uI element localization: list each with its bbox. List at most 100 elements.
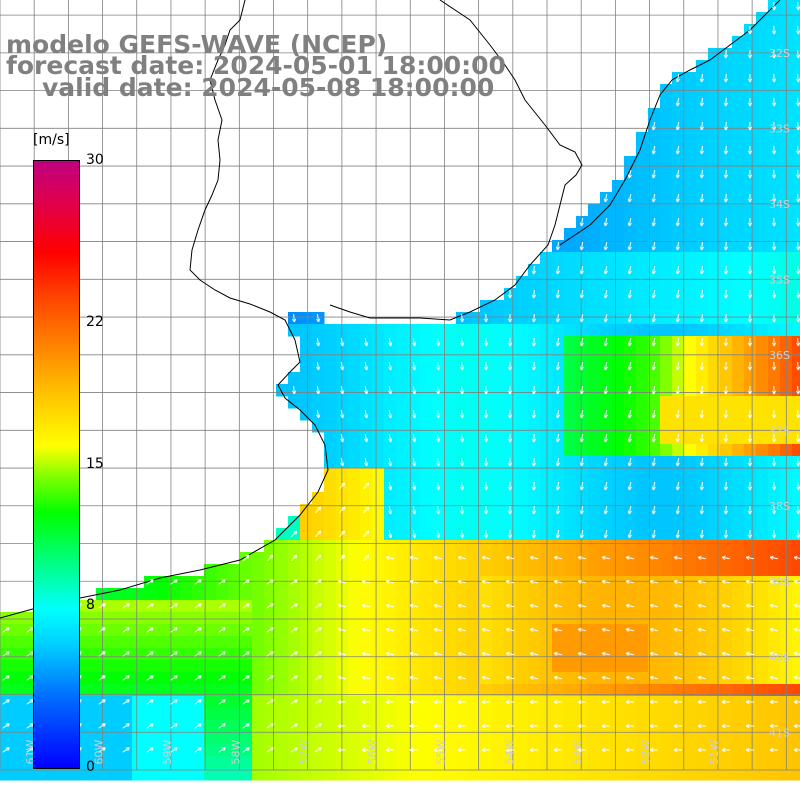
wind-cell bbox=[792, 96, 800, 109]
wind-arrow bbox=[2, 675, 10, 681]
wind-cell bbox=[744, 540, 757, 553]
wind-cell bbox=[792, 12, 800, 25]
wind-cell bbox=[420, 456, 433, 469]
wind-arrow-head bbox=[433, 627, 438, 630]
wind-arrow bbox=[556, 505, 560, 515]
wind-arrow-head bbox=[579, 366, 582, 371]
wind-arrow bbox=[556, 433, 560, 443]
wind-arrow bbox=[266, 699, 274, 705]
wind-cell bbox=[612, 336, 625, 349]
wind-arrow-head bbox=[457, 699, 462, 703]
wind-arrow-head bbox=[699, 246, 702, 251]
wind-cell bbox=[204, 768, 217, 781]
wind-cell bbox=[444, 480, 457, 493]
wind-cell bbox=[468, 684, 481, 697]
wind-cell bbox=[324, 492, 337, 505]
wind-cell bbox=[348, 408, 361, 421]
wind-cell bbox=[516, 468, 529, 481]
wind-cell bbox=[684, 132, 697, 145]
wind-arrow-head bbox=[747, 318, 751, 323]
wind-cell bbox=[540, 420, 553, 433]
wind-cell bbox=[504, 660, 517, 673]
wind-cell bbox=[600, 516, 613, 529]
wind-cell bbox=[468, 516, 481, 529]
wind-cell bbox=[420, 744, 433, 757]
wind-cell bbox=[480, 396, 493, 409]
wind-arrow bbox=[461, 337, 463, 347]
wind-cell bbox=[732, 744, 745, 757]
wind-arrow bbox=[533, 385, 535, 395]
wind-arrow bbox=[580, 529, 584, 539]
wind-cell bbox=[552, 636, 565, 649]
wind-cell bbox=[756, 516, 769, 529]
wind-arrow bbox=[2, 627, 10, 633]
wind-cell bbox=[564, 756, 577, 769]
wind-cell bbox=[720, 660, 733, 673]
wind-cell bbox=[612, 564, 625, 577]
wind-arrow-head bbox=[319, 675, 322, 680]
wind-cell bbox=[720, 732, 733, 745]
wind-cell bbox=[732, 444, 745, 457]
wind-arrow-head bbox=[151, 603, 154, 608]
wind-cell bbox=[564, 444, 577, 457]
wind-arrow bbox=[652, 241, 656, 251]
wind-arrow bbox=[556, 361, 560, 371]
wind-arrow bbox=[529, 604, 539, 608]
wind-cell bbox=[252, 672, 265, 685]
wind-arrow-head bbox=[433, 555, 438, 558]
wind-arrow-head bbox=[627, 510, 630, 515]
wind-cell bbox=[444, 708, 457, 721]
wind-cell bbox=[156, 720, 169, 733]
wind-arrow-head bbox=[603, 366, 606, 371]
wind-cell bbox=[420, 732, 433, 745]
wind-cell bbox=[144, 636, 157, 649]
wind-cell bbox=[660, 444, 673, 457]
wind-cell bbox=[504, 468, 517, 481]
wind-cell bbox=[540, 360, 553, 373]
wind-arrow bbox=[338, 554, 346, 562]
wind-arrow bbox=[556, 529, 560, 539]
wind-arrow bbox=[601, 628, 611, 632]
wind-cell bbox=[732, 504, 745, 517]
wind-cell bbox=[672, 684, 685, 697]
wind-cell bbox=[144, 612, 157, 625]
wind-cell bbox=[120, 684, 133, 697]
wind-arrow-head bbox=[723, 462, 727, 467]
wind-cell bbox=[156, 684, 169, 697]
wind-arrow-head bbox=[721, 651, 726, 654]
wind-cell bbox=[660, 660, 673, 673]
wind-arrow bbox=[314, 675, 322, 681]
wind-arrow-head bbox=[151, 675, 154, 680]
wind-cell bbox=[444, 624, 457, 637]
wind-cell bbox=[204, 744, 217, 757]
wind-cell bbox=[420, 624, 433, 637]
wind-cell bbox=[576, 660, 589, 673]
wind-cell bbox=[216, 684, 229, 697]
wind-cell bbox=[648, 684, 661, 697]
wind-arrow-head bbox=[769, 747, 774, 751]
wind-cell bbox=[600, 708, 613, 721]
wind-arrow-head bbox=[721, 723, 726, 727]
wind-cell bbox=[480, 348, 493, 361]
wind-arrow-head bbox=[699, 462, 702, 467]
wind-cell bbox=[360, 348, 373, 361]
wind-cell bbox=[672, 492, 685, 505]
wind-cell bbox=[708, 744, 721, 757]
wind-cell bbox=[420, 528, 433, 541]
wind-cell bbox=[192, 732, 205, 745]
wind-arrow-head bbox=[723, 510, 727, 515]
wind-cell bbox=[564, 552, 577, 565]
wind-cell bbox=[732, 756, 745, 769]
wind-cell bbox=[708, 60, 721, 73]
wind-cell bbox=[180, 696, 193, 709]
wind-cell bbox=[756, 156, 769, 169]
wind-cell bbox=[732, 492, 745, 505]
wind-cell bbox=[288, 564, 301, 577]
wind-arrow-head bbox=[555, 534, 558, 539]
wind-cell bbox=[384, 324, 397, 337]
wind-cell bbox=[636, 372, 649, 385]
wind-cell bbox=[348, 660, 361, 673]
wind-arrow-head bbox=[555, 486, 558, 491]
wind-cell bbox=[708, 288, 721, 301]
wind-cell bbox=[360, 708, 373, 721]
